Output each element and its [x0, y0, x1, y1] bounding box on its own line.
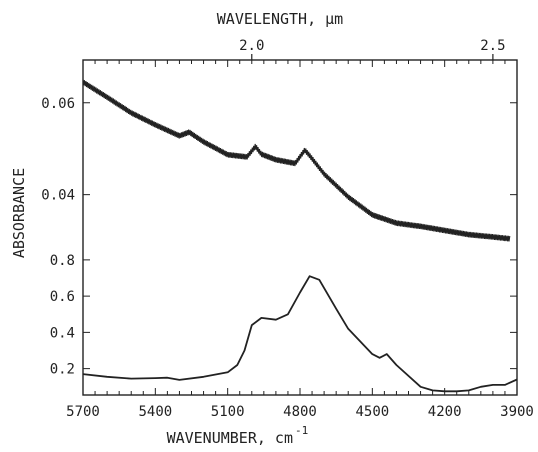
lower-y-tick-label: 0.4	[50, 325, 75, 341]
x-axis-title: WAVENUMBER, cm	[167, 429, 293, 447]
upper-y-tick-label: 0.04	[41, 188, 75, 204]
top-axis-title: WAVELENGTH, µm	[217, 10, 343, 28]
y-axis-title: ABSORBANCE	[10, 168, 28, 258]
upper-y-tick-label: 0.06	[41, 96, 75, 112]
lower-y-tick-label: 0.6	[50, 289, 75, 305]
upper-axis-group: WAVELENGTH, µm	[217, 10, 343, 28]
x-tick-label: 4500	[355, 404, 389, 420]
x-tick-label: 3900	[500, 404, 534, 420]
plot-frame	[82, 59, 518, 396]
chart-marks: 5700 5400 5100 4800 4500 4200 3900 2.0 2.5 0.04 0.…	[41, 38, 534, 420]
lower-y-tick-label: 0.2	[50, 362, 75, 378]
top-axis-tick-label: 2.0	[239, 38, 264, 54]
lower-absorbance-series-line	[82, 275, 518, 393]
x-tick-label: 4800	[283, 404, 317, 420]
x-tick-label: 5700	[66, 404, 100, 420]
x-axis-title-superscript: -1	[295, 424, 308, 437]
top-axis-tick-label: 2.5	[480, 38, 505, 54]
x-tick-label: 5100	[211, 404, 245, 420]
x-tick-label: 4200	[428, 404, 462, 420]
upper-absorbance-series-line	[82, 79, 511, 242]
lower-y-tick-label: 0.8	[50, 253, 75, 269]
x-tick-label: 5400	[138, 404, 172, 420]
